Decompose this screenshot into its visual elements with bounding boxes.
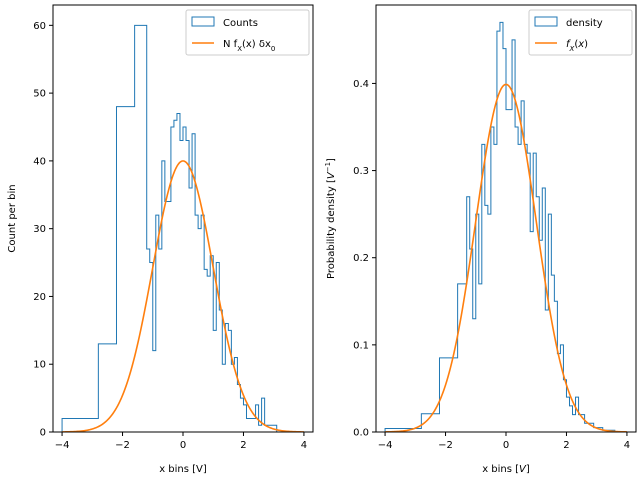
x-tick-label: 2 bbox=[563, 440, 569, 451]
y-axis-label: Count per bin bbox=[7, 184, 18, 252]
plot-area bbox=[61, 24, 304, 432]
axes-frame bbox=[52, 4, 314, 433]
histogram-step-line bbox=[61, 24, 292, 432]
legend-label: Counts bbox=[223, 18, 258, 29]
y-tick-label: 40 bbox=[33, 156, 46, 167]
y-axis-label: Probability density [V−1] bbox=[324, 158, 337, 279]
legend: Counts N fX(x) δx0 bbox=[185, 9, 310, 56]
y-tick-label: 20 bbox=[33, 292, 46, 303]
histogram-step-line bbox=[384, 21, 616, 432]
y-tick-label: 0.0 bbox=[353, 428, 369, 439]
y-tick-label: 50 bbox=[33, 89, 46, 100]
x-axis-label: x bins [V] bbox=[482, 464, 530, 475]
y-tick-label: 0.4 bbox=[353, 79, 369, 90]
gaussian-curve bbox=[385, 83, 627, 432]
legend-label: N fX(x) δx0 bbox=[223, 39, 275, 53]
x-tick-label: −4 bbox=[378, 440, 393, 451]
x-tick-label: −2 bbox=[438, 440, 453, 451]
x-tick-label: 2 bbox=[240, 440, 246, 451]
plot-area bbox=[384, 21, 627, 432]
y-tick-label: 10 bbox=[33, 360, 46, 371]
x-tick-label: 0 bbox=[180, 440, 186, 451]
legend-box bbox=[185, 9, 310, 56]
y-tick-label: 30 bbox=[33, 224, 46, 235]
x-tick-label: 0 bbox=[503, 440, 509, 451]
x-tick-label: 4 bbox=[624, 440, 630, 451]
x-tick-label: −4 bbox=[55, 440, 70, 451]
y-tick-label: 0.3 bbox=[353, 166, 369, 177]
y-tick-label: 0 bbox=[40, 428, 46, 439]
x-tick-label: −2 bbox=[115, 440, 130, 451]
legend-label: density bbox=[566, 18, 603, 29]
gaussian-curve bbox=[62, 160, 304, 432]
legend-patch-swatch bbox=[534, 16, 558, 27]
y-tick-label: 0.1 bbox=[353, 340, 369, 351]
y-tick-label: 60 bbox=[33, 21, 46, 32]
legend-patch-swatch bbox=[191, 16, 215, 27]
axes-2: −4 −2 0 2 4 0.0 0.1 0.2 0.3 0.4 x bins [V] Probabil… bbox=[324, 4, 637, 475]
y-tick-label: 0.2 bbox=[353, 253, 369, 264]
x-axis-label: x bins [V] bbox=[159, 464, 207, 475]
x-tick-label: 4 bbox=[301, 440, 307, 451]
